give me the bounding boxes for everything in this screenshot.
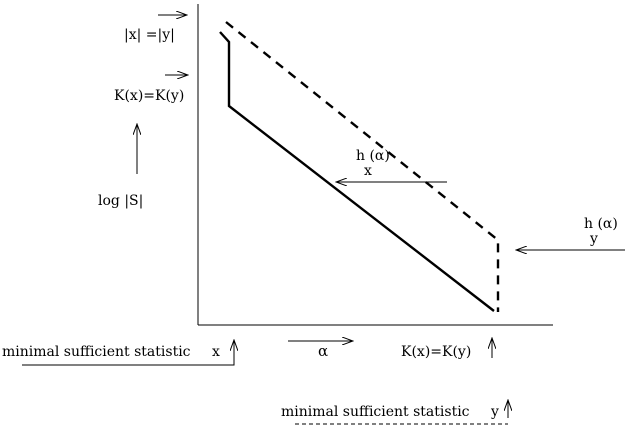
x-mark: x bbox=[212, 344, 220, 360]
hx-curve bbox=[219, 31, 495, 312]
hy-curve bbox=[225, 21, 500, 312]
mss-x-underline bbox=[22, 360, 235, 366]
kx-eq-ky-bottom-label: K(x)=K(y) bbox=[401, 344, 471, 360]
mss-y-label: minimal sufficient statistic bbox=[281, 404, 470, 420]
hy-subscript: y bbox=[589, 231, 598, 247]
mss-x-label: minimal sufficient statistic bbox=[2, 344, 191, 360]
hy-label: h (α) bbox=[584, 216, 618, 232]
abs-x-eq-y-label: |x| =|y| bbox=[124, 27, 175, 43]
y-mark: y bbox=[490, 404, 499, 420]
alpha-label: α bbox=[318, 342, 328, 360]
hx-label: h (α) bbox=[356, 148, 390, 164]
kx-eq-ky-left-label: K(x)=K(y) bbox=[114, 88, 184, 104]
log-s-label: log |S| bbox=[98, 193, 143, 209]
hx-subscript: x bbox=[364, 163, 372, 179]
